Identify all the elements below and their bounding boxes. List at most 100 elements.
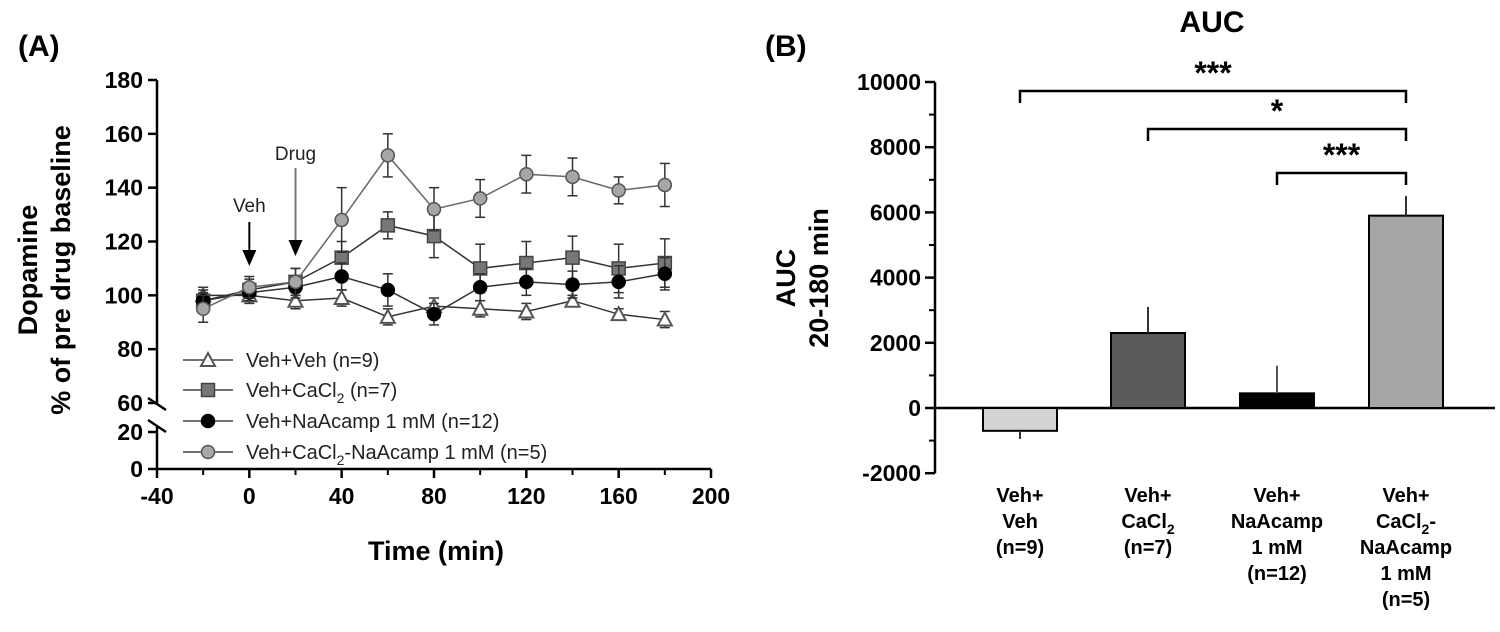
legend-marker — [200, 444, 216, 460]
panel-a-label: (A) — [18, 30, 60, 63]
legend-marker — [200, 413, 216, 429]
data-point — [334, 269, 349, 284]
x-tick-label: 160 — [599, 483, 637, 509]
y-tick-label: -2000 — [862, 460, 921, 486]
data-point — [380, 282, 396, 298]
significance-label: *** — [1323, 137, 1361, 173]
data-point — [195, 301, 211, 317]
x-tick-label: -40 — [140, 483, 173, 509]
bar — [982, 407, 1058, 432]
data-point — [380, 218, 396, 233]
y-tick-label: 140 — [105, 175, 143, 201]
data-point — [657, 266, 673, 282]
arrow-veh-head — [242, 250, 257, 266]
data-point — [379, 307, 397, 324]
x-category-label: CaCl2 — [1121, 511, 1175, 537]
y-tick-label: 160 — [105, 121, 143, 147]
legend: Veh+Veh (n=9) Veh+CaCl2 (n=7) Veh+NaAcamp … — [183, 350, 547, 468]
data-point — [472, 261, 488, 276]
x-category-label: (n=7) — [1124, 537, 1172, 559]
legend-label: Veh+CaCl2-NaAcamp 1 mM (n=5) — [246, 442, 547, 468]
x-category-label: (n=5) — [1382, 589, 1430, 611]
data-point — [426, 306, 442, 322]
arrow-drug-head — [288, 240, 303, 256]
axis-break-mark — [147, 418, 167, 434]
x-tick-label: 200 — [692, 483, 730, 509]
significance-bracket — [1018, 89, 1408, 103]
y-tick-label: 0 — [130, 456, 143, 482]
bar — [1110, 332, 1186, 409]
data-point — [380, 148, 396, 163]
x-tick-label: 80 — [421, 483, 447, 509]
data-point — [565, 250, 580, 265]
x-category-label: Veh+ — [1124, 485, 1171, 507]
y-axis-title-line1: Dopamine — [13, 205, 43, 336]
y-tick-label: 8000 — [870, 134, 921, 160]
data-point — [334, 212, 349, 228]
series-3 — [195, 133, 673, 323]
series-2 — [195, 256, 673, 326]
y-tick-label: 10000 — [857, 69, 921, 95]
data-point — [519, 255, 534, 271]
y-tick-label: 4000 — [870, 265, 921, 291]
y-tick-label: 20 — [117, 419, 143, 445]
x-tick-label: 40 — [329, 483, 355, 509]
bar — [1368, 214, 1444, 409]
x-category-label: CaCl2- — [1376, 511, 1436, 537]
legend-marker — [200, 382, 216, 398]
x-category-label: (n=9) — [996, 537, 1044, 559]
data-point — [426, 228, 442, 244]
data-point — [656, 310, 674, 327]
data-point — [565, 169, 580, 185]
y-tick-label: 100 — [105, 282, 143, 308]
y-axis-title-line2: % of pre drug baseline — [46, 125, 76, 415]
significance-label: *** — [1194, 55, 1232, 91]
data-point — [519, 274, 534, 290]
data-point — [611, 274, 626, 290]
y-axis-title-line2: 20-180 min — [804, 208, 834, 348]
data-point — [657, 177, 673, 193]
data-point — [472, 191, 488, 206]
legend-label: Veh+NaAcamp 1 mM (n=12) — [246, 411, 499, 433]
data-point — [517, 302, 536, 319]
x-category-label: Veh+ — [1382, 485, 1429, 507]
data-point — [472, 280, 488, 295]
bar — [1239, 392, 1315, 409]
y-tick-label: 0 — [908, 395, 921, 421]
x-tick-label: 120 — [507, 483, 545, 509]
x-category-label: (n=12) — [1247, 563, 1306, 585]
chart-title: AUC — [1180, 6, 1245, 39]
data-point — [519, 166, 534, 182]
significance-bracket — [1275, 171, 1408, 185]
y-tick-label: 60 — [117, 390, 143, 416]
legend-marker — [199, 350, 217, 367]
x-category-label: NaAcamp — [1231, 511, 1323, 533]
x-category-label: 1 mM — [1380, 563, 1431, 585]
x-axis-title: Time (min) — [368, 536, 504, 566]
data-point — [565, 277, 580, 292]
data-point — [563, 291, 582, 308]
data-point — [286, 291, 305, 308]
data-point — [242, 280, 257, 295]
x-category-label: Veh — [1002, 511, 1038, 533]
data-point — [288, 274, 303, 290]
x-category-label: 1 mM — [1251, 537, 1302, 559]
x-category-label: NaAcamp — [1360, 537, 1452, 559]
y-tick-label: 80 — [117, 336, 143, 362]
data-point — [609, 305, 628, 322]
y-tick-label: 120 — [105, 229, 143, 255]
y-tick-label: 6000 — [870, 199, 921, 225]
y-tick-label: 2000 — [870, 330, 921, 356]
data-point — [426, 201, 442, 217]
data-point — [611, 183, 626, 198]
x-category-label: Veh+ — [996, 485, 1043, 507]
significance-label: * — [1271, 93, 1284, 129]
significance-bracket — [1146, 127, 1408, 141]
legend-label: Veh+CaCl2 (n=7) — [246, 380, 397, 406]
annotation-drug: Drug — [275, 144, 316, 165]
panel-b-label: (B) — [765, 30, 807, 63]
legend-label: Veh+Veh (n=9) — [246, 350, 379, 372]
